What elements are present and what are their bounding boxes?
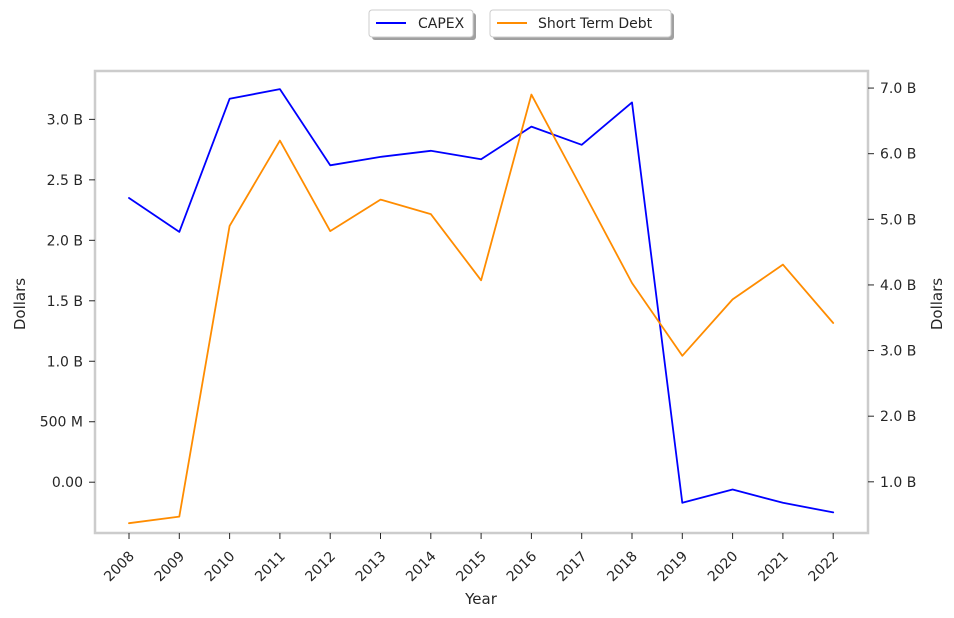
- left-tick-label: 0.00: [52, 475, 83, 491]
- right-tick-label: 1.0 B: [880, 475, 916, 491]
- x-tick-label: 2010: [202, 549, 239, 586]
- x-tick-label: 2021: [755, 549, 792, 586]
- left-tick-label: 2.5 B: [47, 173, 83, 189]
- right-tick-label: 7.0 B: [880, 81, 916, 97]
- x-tick-label: 2022: [806, 549, 843, 586]
- x-tick-label: 2008: [101, 549, 138, 586]
- x-tick-label: 2011: [252, 549, 289, 586]
- right-tick-label: 3.0 B: [880, 344, 916, 360]
- left-y-axis-title: Dollars: [11, 278, 29, 330]
- x-tick-label: 2012: [303, 549, 340, 586]
- legend-label-short-term-debt: Short Term Debt: [538, 16, 653, 32]
- x-tick-label: 2019: [655, 549, 692, 586]
- series-layer: [128, 88, 835, 525]
- x-tick-label: 2015: [453, 549, 490, 586]
- x-tick-label: 2020: [705, 549, 742, 586]
- x-tick-label: 2018: [604, 549, 641, 586]
- left-y-axis: 0.00 500 M 1.0 B 1.5 B 2.0 B 2.5 B 3.0 B: [40, 112, 95, 491]
- right-tick-label: 6.0 B: [880, 147, 916, 163]
- x-tick-label: 2013: [353, 549, 390, 586]
- plot-frame: [93, 69, 870, 535]
- legend: CAPEX Short Term Debt: [368, 9, 674, 40]
- left-tick-label: 1.5 B: [47, 294, 83, 310]
- legend-item-capex[interactable]: CAPEX: [368, 9, 476, 40]
- right-tick-label: 2.0 B: [880, 409, 916, 425]
- right-y-axis-title: Dollars: [928, 278, 946, 330]
- left-tick-label: 2.0 B: [47, 233, 83, 249]
- x-tick-label: 2017: [554, 549, 591, 586]
- x-tick-label: 2014: [403, 548, 440, 585]
- series-line-short-term-debt: [128, 93, 835, 525]
- x-axis: 2008 2009 2010 2011 2012 2013 2014 2015 2016 2017…: [101, 533, 842, 585]
- left-tick-label: 1.0 B: [47, 354, 83, 370]
- left-tick-label: 500 M: [40, 415, 83, 431]
- legend-label-capex: CAPEX: [418, 16, 465, 32]
- series-line-capex: [128, 88, 835, 514]
- legend-item-short-term-debt[interactable]: Short Term Debt: [489, 9, 674, 40]
- x-axis-title: Year: [464, 590, 498, 608]
- right-tick-label: 5.0 B: [880, 212, 916, 228]
- right-y-axis: 1.0 B 2.0 B 3.0 B 4.0 B 5.0 B 6.0 B 7.0 B: [868, 81, 916, 491]
- x-tick-label: 2009: [152, 549, 189, 586]
- x-tick-label: 2016: [504, 548, 541, 585]
- right-tick-label: 4.0 B: [880, 278, 916, 294]
- left-tick-label: 3.0 B: [47, 112, 83, 128]
